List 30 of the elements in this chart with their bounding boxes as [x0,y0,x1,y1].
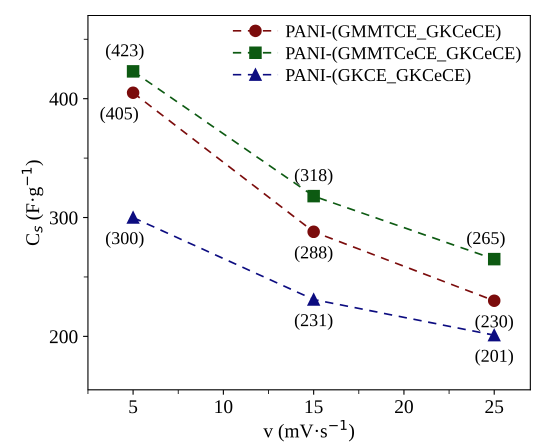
data-label: (405) [100,106,138,124]
point [126,65,140,78]
legend-label: PANI-(GMMTCE_GKCeCE) [286,24,500,42]
legend-label: PANI-(GMMTCeCE_GKCeCE) [286,46,521,63]
point [488,252,500,266]
point [126,211,140,224]
y-tick-label: 200 [50,330,78,344]
data-label: (231) [294,314,332,330]
x-tick-label: 10 [215,400,232,414]
x-tick-label: 25 [485,400,504,414]
point [307,226,320,238]
y-tick-label: 300 [50,211,78,224]
data-label: (265) [467,231,505,248]
point [307,293,320,306]
data-label: (288) [294,246,332,262]
data-label: (230) [475,314,513,332]
y-tick-label: 400 [49,92,78,106]
data-label: (423) [106,44,144,60]
x-tick-label: 5 [129,400,138,414]
point [126,86,140,99]
x-tick-label: 20 [395,400,413,414]
data-label: (318) [294,168,332,185]
point [307,190,320,202]
legend-label: PANI-(GKCE_GKCeCE) [286,68,470,85]
x-tick-label: 15 [306,400,323,414]
data-label: (300) [106,232,144,248]
x-axis-title: v (mV·s$^{−1}$) [263,420,354,442]
y-axis-title: C$_{s}$ (F·g$^{−1}$) [22,160,44,246]
point [488,294,500,307]
data-label: (201) [475,349,513,366]
